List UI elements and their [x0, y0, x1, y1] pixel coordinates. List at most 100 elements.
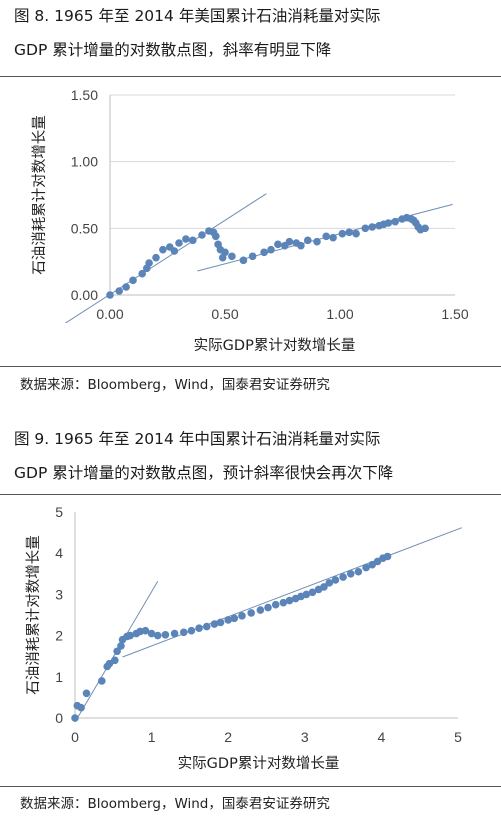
data-point — [115, 287, 123, 295]
figure-9-source: 数据来源：Bloomberg，Wind，国泰君安证券研究 — [20, 796, 330, 812]
trendline — [122, 527, 463, 658]
data-point — [147, 629, 156, 638]
y-tick-label: 1.00 — [71, 154, 98, 170]
data-point — [274, 240, 282, 249]
data-point — [224, 616, 232, 624]
data-point — [248, 252, 257, 261]
y-tick-label: 2 — [55, 628, 63, 644]
data-point — [216, 618, 225, 627]
x-tick-label: 0.50 — [211, 306, 238, 322]
data-point — [113, 647, 121, 656]
data-point — [325, 579, 334, 587]
figure-9-title-line2: GDP 累计增量的对数散点图，预计斜率很快会再次下降 — [14, 464, 394, 482]
figure-8-source: 数据来源：Bloomberg，Wind，国泰君安证券研究 — [20, 377, 330, 393]
figure-8-title-line1: 图 8. 1965 年至 2014 年美国累计石油消耗量对实际 — [14, 7, 381, 25]
data-point — [368, 223, 377, 231]
data-point — [322, 232, 331, 241]
x-tick-label: 0.00 — [96, 306, 123, 322]
figure-8-chart: 0.00 0.50 1.00 1.50 0.00 0.50 1.00 1.50 实际GDP累计对… — [31, 87, 469, 354]
data-point — [391, 217, 400, 226]
data-point — [228, 252, 236, 261]
data-point — [421, 224, 429, 233]
data-point — [111, 656, 119, 665]
data-point — [297, 241, 305, 250]
data-point — [383, 552, 392, 561]
data-point — [138, 269, 146, 278]
x-tick-label: 2 — [224, 729, 232, 745]
x-tick-label: 0 — [71, 729, 79, 745]
data-point — [345, 228, 354, 237]
data-point — [170, 247, 179, 255]
y-tick-label: 0.50 — [71, 220, 98, 236]
data-point — [187, 626, 196, 635]
data-point — [271, 600, 280, 609]
data-point — [313, 237, 321, 246]
data-point — [285, 237, 294, 246]
data-point — [308, 588, 317, 597]
data-point — [320, 583, 328, 591]
data-point — [352, 229, 360, 238]
x-tick-label: 4 — [378, 729, 386, 745]
data-point — [161, 630, 170, 639]
data-point — [106, 291, 114, 299]
figure-8-top-rule — [0, 76, 501, 77]
data-point — [189, 236, 197, 245]
data-point — [126, 631, 134, 640]
y-axis-label: 石油消耗累计对数增长量 — [31, 115, 48, 275]
data-point — [354, 567, 363, 576]
x-axis-label: 实际GDP累计对数增长量 — [194, 337, 356, 354]
data-point — [264, 603, 272, 612]
data-point — [77, 703, 85, 712]
data-point — [212, 232, 220, 241]
data-point — [198, 231, 206, 239]
x-tick-label: 1 — [148, 729, 156, 745]
y-tick-label: 3 — [55, 586, 63, 602]
data-point — [221, 248, 229, 257]
figure-9-title-line1: 图 9. 1965 年至 2014 年中国累计石油消耗量对实际 — [14, 430, 381, 448]
data-point — [339, 573, 347, 581]
data-point — [175, 239, 183, 247]
data-point — [346, 570, 355, 578]
data-point — [361, 224, 370, 233]
data-point — [117, 642, 125, 650]
data-point — [195, 624, 203, 632]
trendline — [64, 193, 267, 323]
data-point — [82, 689, 91, 698]
x-tick-label: 1.50 — [441, 306, 468, 322]
figure-8-title-line2: GDP 累计增量的对数散点图，斜率有明显下降 — [14, 41, 332, 59]
y-tick-label: 0.00 — [71, 287, 98, 303]
data-point — [179, 628, 188, 637]
x-tick-label: 3 — [301, 729, 309, 745]
figure-9-bottom-rule — [0, 786, 501, 787]
y-axis-label: 石油消耗累计对数增长量 — [25, 535, 42, 695]
figure-9-top-rule — [0, 494, 501, 495]
data-point — [338, 229, 347, 238]
y-tick-label: 4 — [55, 545, 63, 561]
data-point — [129, 276, 137, 285]
y-tick-label: 1.50 — [71, 87, 98, 103]
data-point — [230, 614, 239, 623]
x-axis-label: 实际GDP累计对数增长量 — [178, 755, 340, 772]
figure-8-bottom-rule — [0, 366, 501, 367]
x-tick-label: 1.00 — [326, 306, 353, 322]
data-point — [331, 576, 340, 584]
data-point — [267, 245, 275, 254]
data-point — [71, 714, 79, 722]
figure-9-chart: 0 1 2 3 4 5 0 1 2 3 4 5 实际GDP累计对数增长量 石油消耗累计对数增长量 — [25, 504, 463, 772]
data-point — [238, 612, 246, 620]
data-point — [256, 606, 265, 614]
data-point — [329, 233, 337, 242]
y-tick-label: 0 — [55, 710, 63, 726]
data-point — [152, 253, 160, 262]
data-point — [260, 248, 268, 257]
data-point — [122, 283, 130, 291]
data-point — [362, 563, 370, 572]
data-point — [239, 256, 248, 265]
data-point — [182, 235, 190, 243]
data-point — [247, 609, 255, 617]
data-point — [202, 622, 211, 631]
x-tick-label: 5 — [454, 729, 462, 745]
data-point — [210, 620, 219, 628]
data-point — [384, 219, 393, 227]
data-point — [279, 598, 288, 607]
